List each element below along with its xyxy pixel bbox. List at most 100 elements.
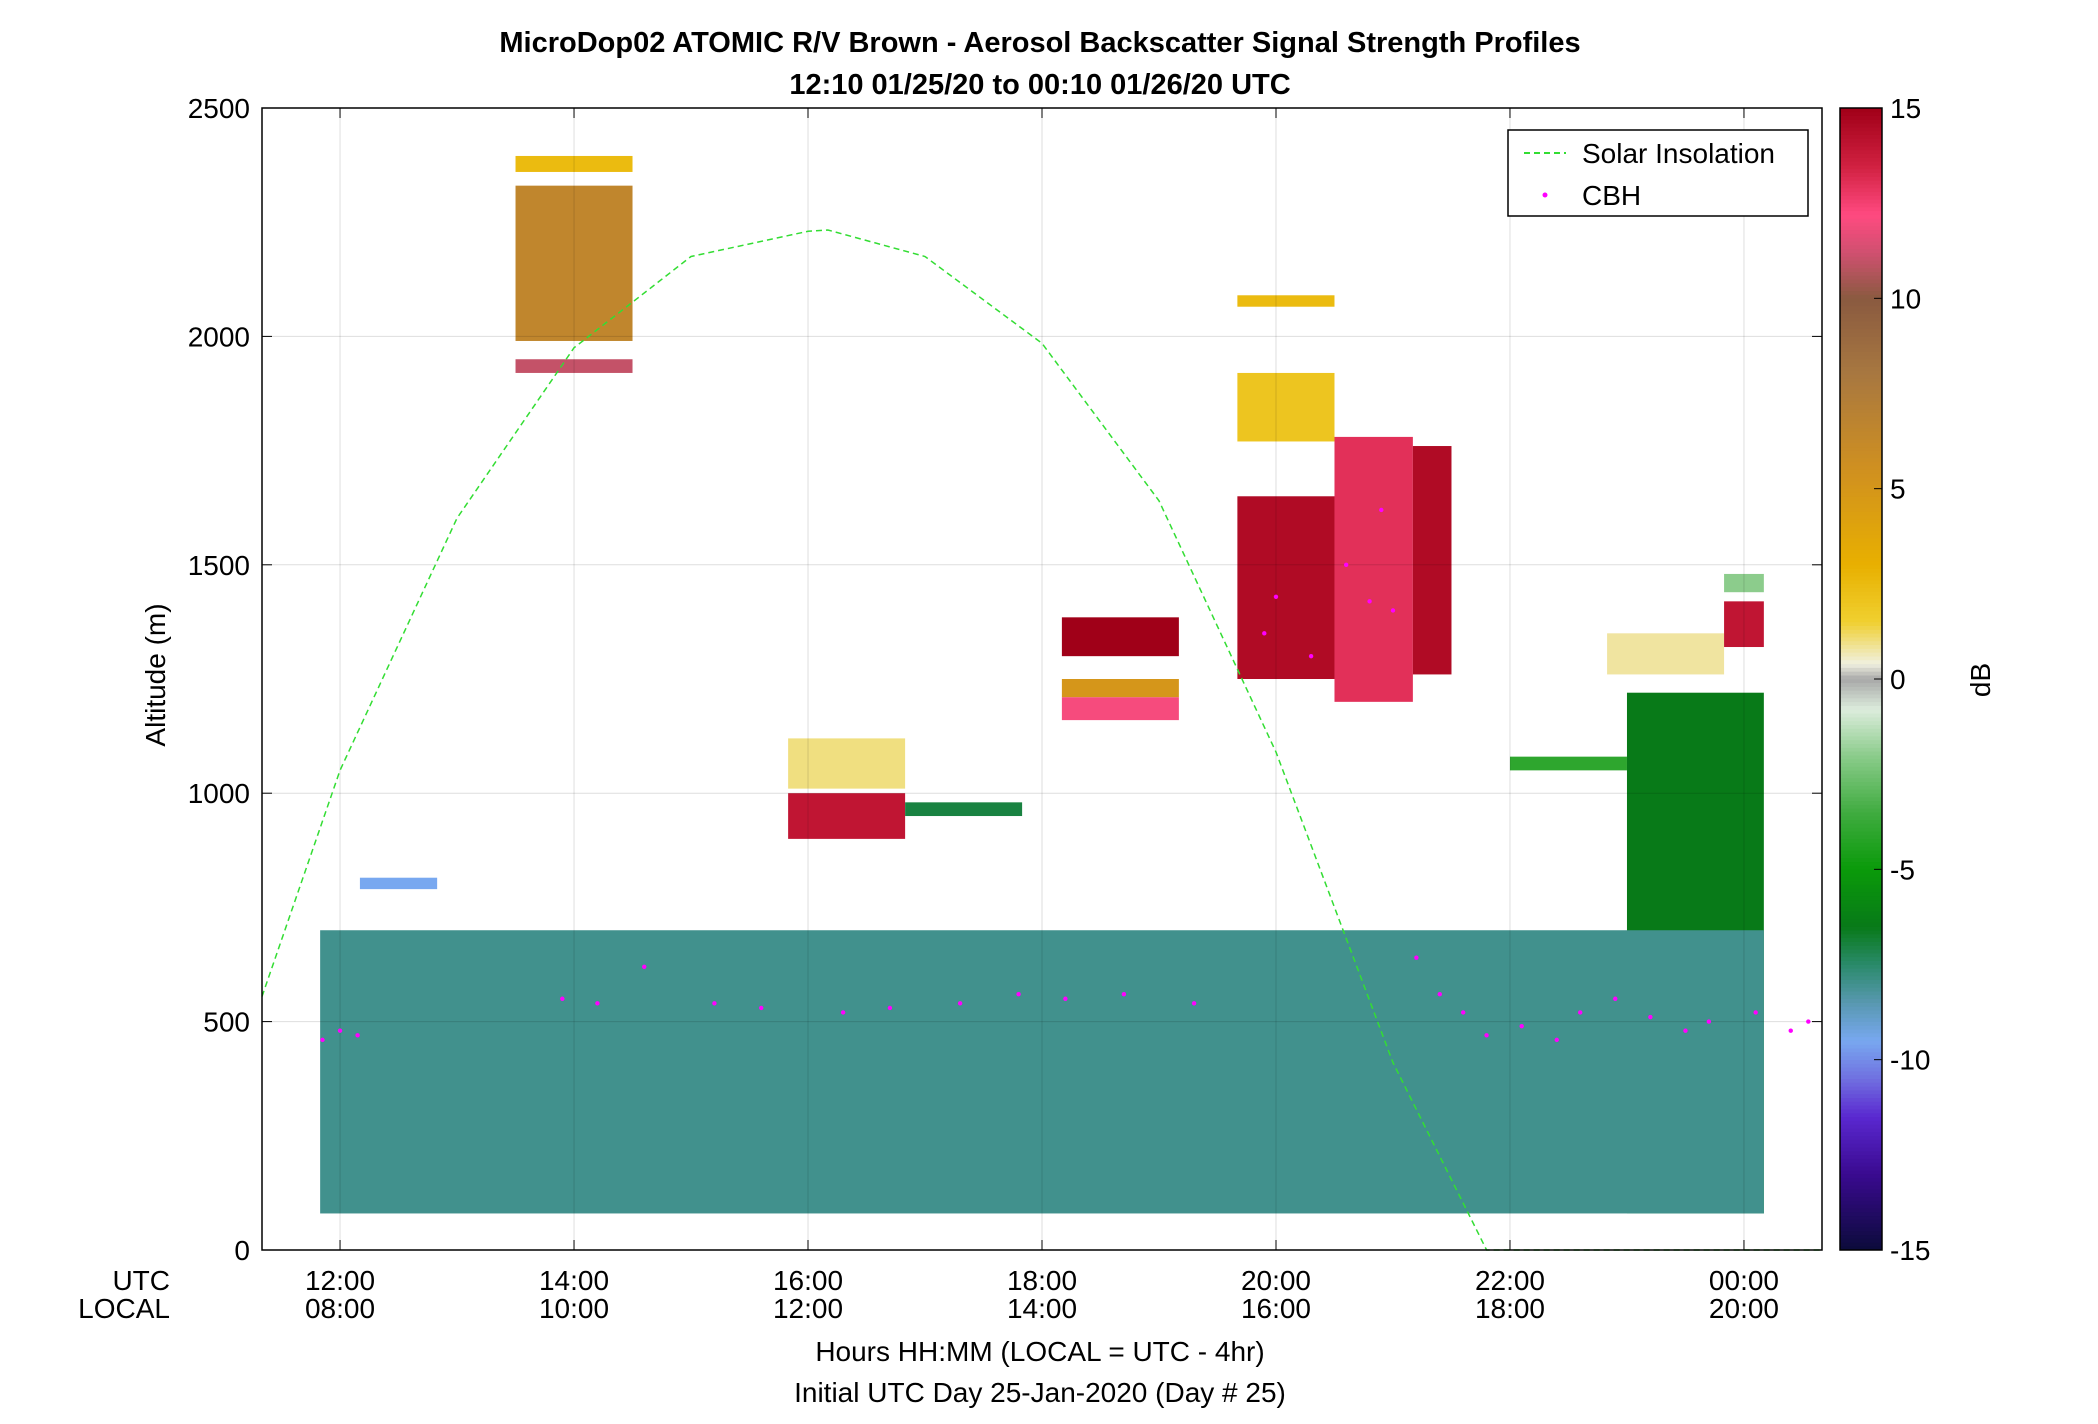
- colorbar-tick-label: -10: [1890, 1045, 1930, 1076]
- colorbar-segment: [1840, 229, 1882, 234]
- colorbar-segment: [1840, 134, 1882, 139]
- heatmap-cell: [905, 802, 1023, 817]
- y-tick-label: 2000: [188, 321, 250, 352]
- colorbar-segment: [1840, 636, 1882, 642]
- colorbar-segment: [1840, 1226, 1882, 1232]
- colorbar-segment: [1840, 1162, 1882, 1167]
- colorbar-segment: [1840, 374, 1882, 379]
- colorbar-segment: [1840, 305, 1882, 311]
- cbh-point: [1390, 608, 1396, 613]
- colorbar-segment: [1840, 225, 1882, 231]
- colorbar-segment: [1840, 724, 1882, 729]
- colorbar-segment: [1840, 1002, 1882, 1007]
- chart-title: MicroDop02 ATOMIC R/V Brown - Aerosol Ba…: [499, 27, 1580, 59]
- colorbar-segment: [1840, 796, 1882, 802]
- heatmap-cell: [1061, 697, 1179, 721]
- colorbar-segment: [1840, 332, 1882, 337]
- cbh-point: [840, 1010, 846, 1015]
- x-tick-label-utc: 18:00: [1007, 1265, 1077, 1296]
- cbh-point: [1016, 991, 1021, 997]
- colorbar-segment: [1840, 336, 1882, 341]
- colorbar-segment: [1840, 1040, 1882, 1045]
- colorbar-segment: [1840, 1150, 1882, 1156]
- colorbar-segment: [1840, 1158, 1882, 1163]
- colorbar-segment: [1840, 1188, 1882, 1194]
- colorbar-segment: [1840, 214, 1882, 219]
- colorbar-segment: [1840, 869, 1882, 874]
- colorbar-segment: [1840, 777, 1882, 783]
- colorbar-segment: [1840, 1223, 1882, 1228]
- colorbar-segment: [1840, 534, 1882, 539]
- x-axis-label: Hours HH:MM (LOCAL = UTC - 4hr): [815, 1336, 1264, 1367]
- colorbar-segment: [1840, 1207, 1882, 1213]
- colorbar-segment: [1840, 1230, 1882, 1236]
- x-tick-label-local: 12:00: [773, 1293, 843, 1324]
- colorbar-segment: [1840, 811, 1882, 817]
- colorbar-segment: [1840, 298, 1882, 303]
- colorbar-segment: [1840, 804, 1882, 809]
- colorbar-segment: [1840, 339, 1882, 345]
- cbh-point: [1613, 996, 1618, 1001]
- colorbar-segment: [1840, 530, 1882, 535]
- colorbar-segment: [1840, 1028, 1882, 1034]
- colorbar-segment: [1840, 1124, 1882, 1129]
- heatmap-cell: [1237, 295, 1335, 307]
- colorbar-segment: [1840, 743, 1882, 748]
- colorbar-segment: [1840, 838, 1882, 843]
- colorbar-segment: [1840, 1051, 1882, 1057]
- x-tick-label-utc: 20:00: [1241, 1265, 1311, 1296]
- colorbar-segment: [1840, 1131, 1882, 1137]
- heatmap-cell: [1724, 601, 1764, 648]
- colorbar-segment: [1840, 709, 1882, 714]
- colorbar-segment: [1840, 370, 1882, 375]
- cbh-point: [1063, 996, 1068, 1001]
- x-tick-label-utc: 16:00: [773, 1265, 843, 1296]
- colorbar-segment: [1840, 1112, 1882, 1118]
- colorbar-segment: [1840, 164, 1882, 170]
- colorbar-segment: [1840, 720, 1882, 725]
- colorbar-segment: [1840, 1021, 1882, 1026]
- colorbar-segment: [1840, 1089, 1882, 1095]
- cbh-point: [1806, 1019, 1811, 1024]
- colorbar-segment: [1840, 572, 1882, 577]
- heatmap-cell: [1061, 679, 1179, 698]
- colorbar-segment: [1840, 903, 1882, 908]
- colorbar-segment: [1840, 202, 1882, 208]
- colorbar-segment: [1840, 435, 1882, 440]
- colorbar-segment: [1840, 1063, 1882, 1068]
- colorbar-segment: [1840, 808, 1882, 813]
- colorbar-segment: [1840, 594, 1882, 600]
- colorbar-segment: [1840, 267, 1882, 272]
- colorbar-segment: [1840, 762, 1882, 767]
- colorbar-segment: [1840, 587, 1882, 592]
- colorbar-segment: [1840, 678, 1882, 684]
- colorbar-segment: [1840, 385, 1882, 390]
- legend-solar-label: Solar Insolation: [1582, 138, 1775, 169]
- colorbar-segment: [1840, 518, 1882, 524]
- colorbar-tick-label: 15: [1890, 93, 1921, 124]
- colorbar-segment: [1840, 640, 1882, 646]
- colorbar-segment: [1840, 233, 1882, 238]
- colorbar-segment: [1840, 442, 1882, 448]
- colorbar-segment: [1840, 815, 1882, 821]
- colorbar-segment: [1840, 899, 1882, 904]
- colorbar-segment: [1840, 1006, 1882, 1011]
- cbh-point: [1437, 991, 1442, 997]
- colorbar-segment: [1840, 324, 1882, 330]
- colorbar-segment: [1840, 1146, 1882, 1152]
- colorbar-segment: [1840, 1120, 1882, 1125]
- colorbar-segment: [1840, 983, 1882, 988]
- legend-box: [1507, 129, 1809, 217]
- colorbar-segment: [1840, 918, 1882, 923]
- heatmap-cell: [1237, 372, 1335, 442]
- cbh-point: [1414, 955, 1419, 960]
- colorbar-segment: [1840, 789, 1882, 794]
- y-tick-label: 500: [203, 1007, 250, 1038]
- colorbar-segment: [1840, 157, 1882, 162]
- colorbar-segment: [1840, 990, 1882, 996]
- colorbar-segment: [1840, 987, 1882, 992]
- colorbar-segment: [1840, 549, 1882, 554]
- colorbar-segment: [1840, 926, 1882, 931]
- cbh-point: [337, 1028, 343, 1033]
